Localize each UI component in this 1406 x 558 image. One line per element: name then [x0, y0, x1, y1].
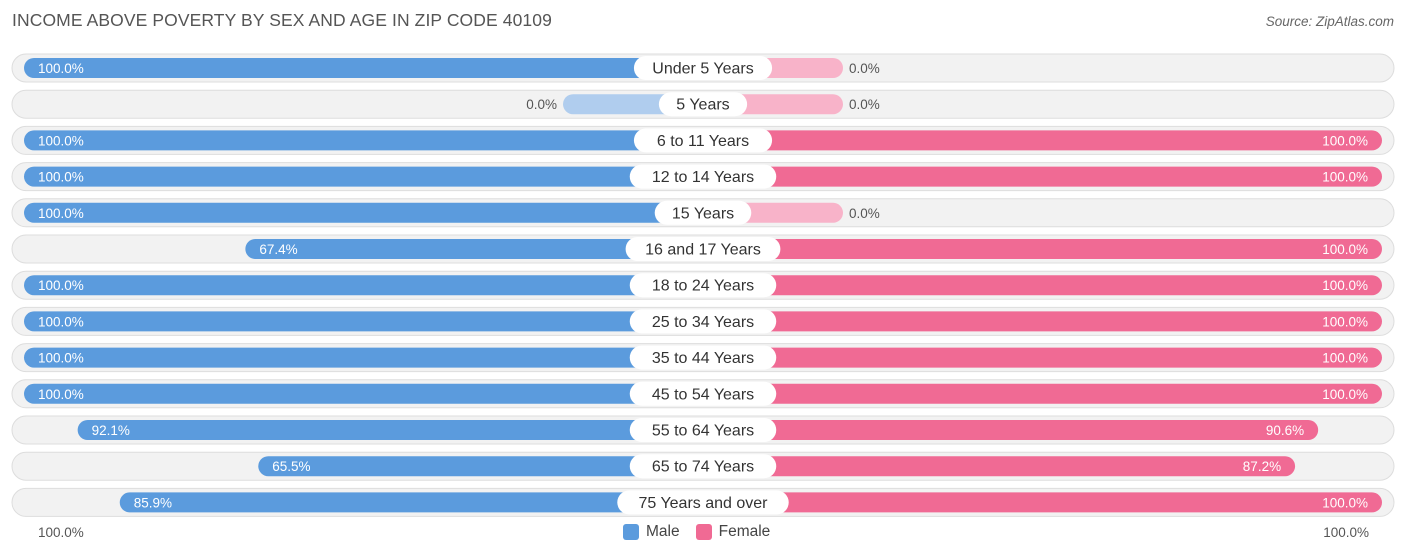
- male-value-label: 100.0%: [38, 314, 84, 329]
- category-label: 15 Years: [672, 205, 734, 222]
- category-label: 6 to 11 Years: [657, 133, 749, 150]
- axis-right-label: 100.0%: [1323, 525, 1369, 540]
- category-label: 5 Years: [676, 97, 729, 114]
- category-pill: [629, 164, 777, 189]
- category-label: 12 to 14 Years: [652, 169, 754, 186]
- female-value-label: 100.0%: [1322, 495, 1368, 510]
- male-bar: [24, 166, 703, 187]
- category-pill: [629, 345, 777, 370]
- female-bar: [703, 166, 1382, 187]
- category-pill: [633, 128, 773, 153]
- female-value-label: 100.0%: [1322, 133, 1368, 148]
- axis-left-label: 100.0%: [38, 525, 84, 540]
- female-bar: [703, 456, 1296, 477]
- category-label: 16 and 17 Years: [645, 242, 761, 259]
- male-bar: [24, 311, 703, 332]
- male-bar: [24, 130, 703, 151]
- male-value-label: 100.0%: [38, 206, 84, 221]
- male-bar: [119, 492, 703, 513]
- chart-title: INCOME ABOVE POVERTY BY SEX AND AGE IN Z…: [12, 10, 552, 30]
- female-bar: [703, 420, 1319, 440]
- category-label: 45 to 54 Years: [652, 386, 754, 403]
- male-value-label: 67.4%: [259, 242, 297, 257]
- category-pill: [658, 92, 748, 117]
- male-value-label: 100.0%: [38, 351, 84, 366]
- female-value-label: 100.0%: [1322, 242, 1368, 257]
- female-bar: [703, 130, 1382, 151]
- male-value-label: 0.0%: [526, 97, 557, 112]
- legend: Male Female: [623, 523, 786, 541]
- male-bar: [77, 420, 704, 440]
- male-bar: [24, 275, 703, 296]
- category-pill: [629, 418, 777, 442]
- female-bar: [703, 492, 1382, 513]
- male-value-label: 92.1%: [92, 423, 130, 438]
- category-pill: [625, 237, 781, 261]
- legend-swatch-female: [695, 524, 712, 540]
- female-bar: [703, 347, 1382, 368]
- category-pill: [633, 56, 773, 80]
- female-value-label: 87.2%: [1243, 459, 1281, 474]
- female-value-label: 90.6%: [1266, 423, 1304, 438]
- female-bar: [703, 311, 1382, 332]
- female-bar: [703, 275, 1382, 296]
- female-value-label: 100.0%: [1322, 314, 1368, 329]
- category-pill: [629, 273, 777, 298]
- category-pill: [617, 490, 789, 515]
- category-pill: [629, 381, 777, 406]
- category-pill: [629, 309, 777, 334]
- male-bar: [258, 456, 703, 477]
- category-label: Under 5 Years: [652, 61, 753, 78]
- source-label: Source: ZipAtlas.com: [1265, 14, 1394, 29]
- female-bar: [703, 239, 1382, 259]
- male-value-label: 65.5%: [272, 459, 310, 474]
- female-value-label: 0.0%: [849, 61, 880, 76]
- category-label: 35 to 44 Years: [652, 350, 754, 367]
- male-bar: [24, 202, 703, 223]
- category-label: 18 to 24 Years: [652, 278, 754, 295]
- diverging-bar-chart: Under 5 Years 100.0% 0.0% 5 Years 0.0% 0.0% 6 …: [11, 53, 1395, 517]
- category-label: 75 Years and over: [639, 495, 769, 512]
- legend-swatch-male: [623, 524, 639, 540]
- female-value-label: 100.0%: [1322, 351, 1368, 366]
- legend-item-male: Male: [623, 523, 680, 541]
- female-value-label: 100.0%: [1322, 278, 1368, 293]
- female-value-label: 0.0%: [849, 97, 880, 112]
- category-label: 55 to 64 Years: [652, 423, 754, 440]
- male-value-label: 100.0%: [38, 133, 84, 148]
- male-bar: [245, 239, 703, 259]
- male-bar: [24, 58, 703, 78]
- male-value-label: 100.0%: [38, 170, 84, 185]
- male-value-label: 85.9%: [134, 495, 172, 510]
- category-pill: [654, 200, 752, 225]
- category-label: 25 to 34 Years: [652, 314, 754, 331]
- female-value-label: 0.0%: [849, 206, 880, 221]
- legend-item-female: Female: [695, 523, 771, 541]
- male-value-label: 100.0%: [38, 278, 84, 293]
- legend-label-female: Female: [718, 523, 771, 540]
- male-bar: [24, 347, 703, 368]
- category-label: 65 to 74 Years: [652, 459, 754, 476]
- female-value-label: 100.0%: [1322, 387, 1368, 402]
- female-bar: [703, 383, 1382, 404]
- legend-label-male: Male: [646, 523, 680, 540]
- male-value-label: 100.0%: [38, 387, 84, 402]
- male-bar: [24, 383, 703, 404]
- male-value-label: 100.0%: [38, 61, 84, 76]
- category-pill: [629, 454, 777, 479]
- female-value-label: 100.0%: [1322, 170, 1368, 185]
